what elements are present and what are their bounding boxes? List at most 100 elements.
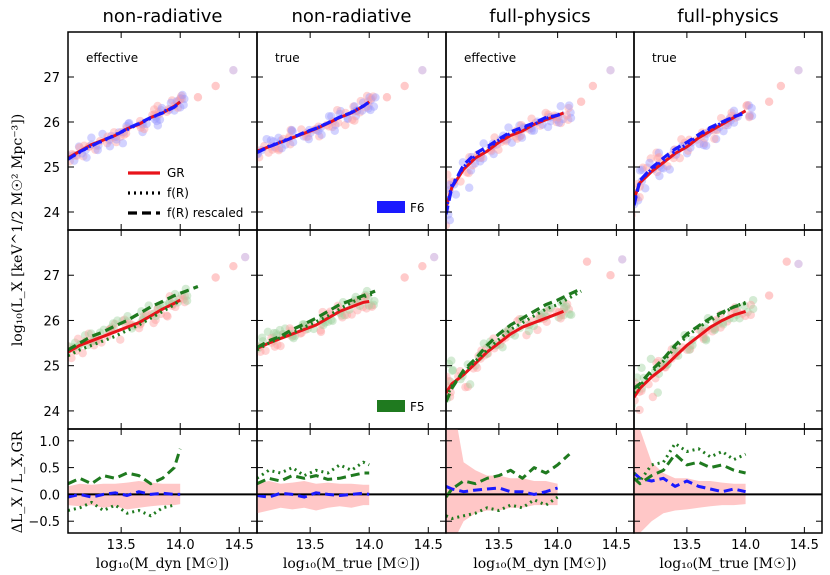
scatter-point-f6 <box>152 116 161 126</box>
scatter-point-f5 <box>263 327 273 337</box>
scatter-point-gr <box>151 315 160 325</box>
x-tick-label: 14.0 <box>355 538 384 553</box>
scatter-point-gr <box>741 311 750 321</box>
scatter-point-gr <box>303 132 313 141</box>
scatter-point-f5 <box>370 296 379 306</box>
y-tick-label: 26 <box>43 314 60 329</box>
scatter-point-gr <box>746 310 755 320</box>
scatter-point-f6 <box>635 166 645 175</box>
scatter-point-f5 <box>701 336 711 345</box>
gr-scatter-band <box>446 429 558 533</box>
scatter-point-gr <box>362 304 371 313</box>
legend-f6-label: F6 <box>410 201 425 215</box>
scatter-point-gr <box>552 117 561 127</box>
y-tick-label: 0.0 <box>39 488 60 503</box>
x-axis-label: log₁₀(M_dyn [M☉]) <box>96 556 230 572</box>
scatter-point-gr <box>533 325 542 335</box>
scatter-point-gr <box>338 313 347 322</box>
scatter-point-gr <box>91 145 100 155</box>
scatter-point-gr <box>297 125 306 134</box>
scatter-point-f6 <box>336 106 345 116</box>
legend-fr-label: f(R) <box>167 186 189 200</box>
scatter-point-f6 <box>489 149 498 159</box>
scatter-point-outlier <box>429 252 439 262</box>
y-axis-label-luminosity: log₁₀(L_X [keV^1/2 M☉² Mpc⁻³]) <box>10 114 26 346</box>
gr-median-line <box>446 310 565 394</box>
scatter-point-gr <box>564 103 573 113</box>
scatter-point-outlier <box>229 66 238 75</box>
panel-content <box>634 66 803 219</box>
scatter-point-f6 <box>701 141 711 150</box>
scatter-point-f6 <box>504 123 513 132</box>
scatter-point-f6 <box>262 134 271 144</box>
legend-f6-patch <box>377 201 405 213</box>
delta-content <box>68 448 257 518</box>
scatter-point-f5 <box>448 365 458 375</box>
scatter-point-gr <box>273 340 282 350</box>
scatter-point-f5 <box>560 303 569 312</box>
scatter-point-f5 <box>364 301 374 310</box>
scatter-point-gr <box>177 91 186 101</box>
scatter-point-gr <box>535 311 544 320</box>
scatter-point-gr <box>446 372 451 382</box>
f5-rescaled-difference-line <box>257 471 370 486</box>
scatter-point-f6 <box>515 121 524 130</box>
scatter-point-f5 <box>634 373 642 382</box>
scatter-point-f6 <box>180 94 189 104</box>
scatter-point-gr <box>349 102 358 111</box>
scatter-point-f5 <box>479 339 489 348</box>
scatter-point-f5 <box>660 355 669 365</box>
delta-frame <box>256 428 447 534</box>
legend-f5-patch <box>377 400 405 412</box>
scatter-point-f6 <box>166 98 176 108</box>
scatter-point-f6 <box>179 100 188 110</box>
panel-label: true <box>275 51 300 65</box>
delta-panel-1: 13.5 14.0 14.5 log₁₀(M_true [M☉]) <box>256 428 447 572</box>
scatter-point-gr <box>116 335 125 344</box>
scatter-point-gr <box>563 115 573 124</box>
scatter-point-gr <box>699 334 708 344</box>
scatter-point-gr <box>353 306 362 315</box>
scatter-point-f6 <box>82 153 91 162</box>
scatter-point-f6 <box>157 103 167 113</box>
scatter-point-f5 <box>337 311 346 320</box>
scatter-point-outlier <box>606 271 615 280</box>
scatter-point-f6 <box>98 129 107 139</box>
panel-content <box>68 66 238 166</box>
scatter-point-f6 <box>176 103 185 112</box>
scatter-point-gr <box>270 342 280 351</box>
scatter-point-f6 <box>745 112 754 121</box>
x-tick-label: 13.5 <box>484 538 513 553</box>
scatter-point-gr <box>527 114 536 123</box>
scatter-point-f6 <box>277 144 286 153</box>
scatter-point-gr <box>348 115 357 124</box>
scatter-point-f6 <box>566 113 576 123</box>
scatter-point-f6 <box>288 138 298 147</box>
column-title-0: non-radiative <box>103 6 223 27</box>
panel-f6-2: effective <box>445 31 635 231</box>
scatter-point-gr <box>134 323 144 333</box>
scatter-point-outlier <box>782 257 791 266</box>
scatter-point-gr <box>512 134 522 143</box>
scatter-point-f5 <box>362 286 372 296</box>
scatter-point-gr <box>276 341 285 351</box>
scatter-point-gr <box>333 105 342 115</box>
scatter-point-gr <box>742 101 752 110</box>
scatter-point-outlier <box>618 255 627 264</box>
fr-rescaled-median-line <box>68 285 199 352</box>
scatter-point-gr <box>654 152 664 162</box>
scatter-point-f6 <box>695 139 704 149</box>
scatter-point-gr <box>446 221 451 230</box>
scatter-point-gr <box>180 297 189 307</box>
scatter-point-f5 <box>340 310 349 320</box>
x-tick-label: 13.5 <box>296 538 325 553</box>
fr-median-line <box>68 298 182 358</box>
scatter-point-gr <box>316 326 325 335</box>
x-tick-label: 13.5 <box>672 538 701 553</box>
scatter-point-gr <box>177 94 187 103</box>
scatter-point-gr <box>710 134 719 144</box>
panel-f6-0: effective 24 25 26 27 <box>43 31 258 231</box>
scatter-point-gr <box>708 327 717 336</box>
scatter-point-gr <box>675 153 685 163</box>
scatter-point-gr <box>716 323 725 332</box>
